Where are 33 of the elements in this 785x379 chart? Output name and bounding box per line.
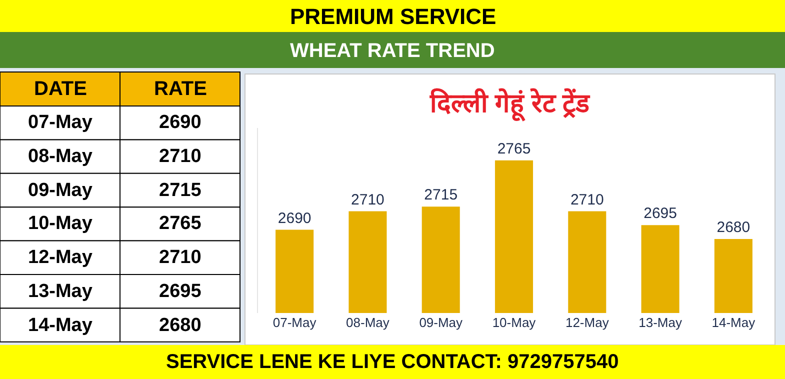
x-tick-label: 13-May bbox=[638, 315, 682, 330]
text: 2690 bbox=[159, 112, 202, 133]
data-label: 2710 bbox=[570, 191, 604, 208]
text: 2715 bbox=[159, 180, 202, 201]
category-label: 10-May bbox=[28, 213, 93, 234]
x-axis-title: दिल्ली गेहूं रेट ट्रेंड bbox=[429, 88, 591, 122]
chart-title: PREMIUM SERVICE bbox=[290, 4, 496, 29]
text: SERVICE LENE KE LIYE CONTACT: 9729757540 bbox=[166, 351, 619, 373]
category-label: 08-May bbox=[28, 146, 93, 167]
data-label: 2715 bbox=[424, 186, 458, 204]
data-label: 2695 bbox=[644, 205, 677, 222]
x-tick-label: 12-May bbox=[565, 315, 610, 330]
text: 2680 bbox=[159, 315, 202, 336]
x-tick-label: 10-May bbox=[492, 315, 536, 330]
category-label: 09-May bbox=[28, 180, 93, 201]
text: 2710 bbox=[159, 247, 202, 268]
data-label: 2690 bbox=[278, 210, 312, 227]
data-label: 2710 bbox=[351, 191, 384, 208]
data-label: 2765 bbox=[497, 140, 531, 158]
text: DATE bbox=[34, 78, 87, 100]
x-tick-label: 14-May bbox=[712, 315, 756, 330]
category-label: 12-May bbox=[28, 247, 93, 268]
text: 2765 bbox=[159, 213, 202, 234]
category-label: 07-May bbox=[28, 112, 93, 133]
text: 2710 bbox=[159, 146, 202, 167]
chart-subtitle: WHEAT RATE TREND bbox=[290, 40, 495, 62]
x-tick-label: 08-May bbox=[346, 315, 390, 330]
category-label: 13-May bbox=[28, 281, 93, 302]
data-label: 2680 bbox=[716, 219, 750, 236]
text: RATE bbox=[154, 78, 207, 100]
text: 2695 bbox=[159, 281, 202, 302]
x-tick-label: 07-May bbox=[272, 315, 317, 330]
x-tick-label: 09-May bbox=[419, 315, 464, 330]
